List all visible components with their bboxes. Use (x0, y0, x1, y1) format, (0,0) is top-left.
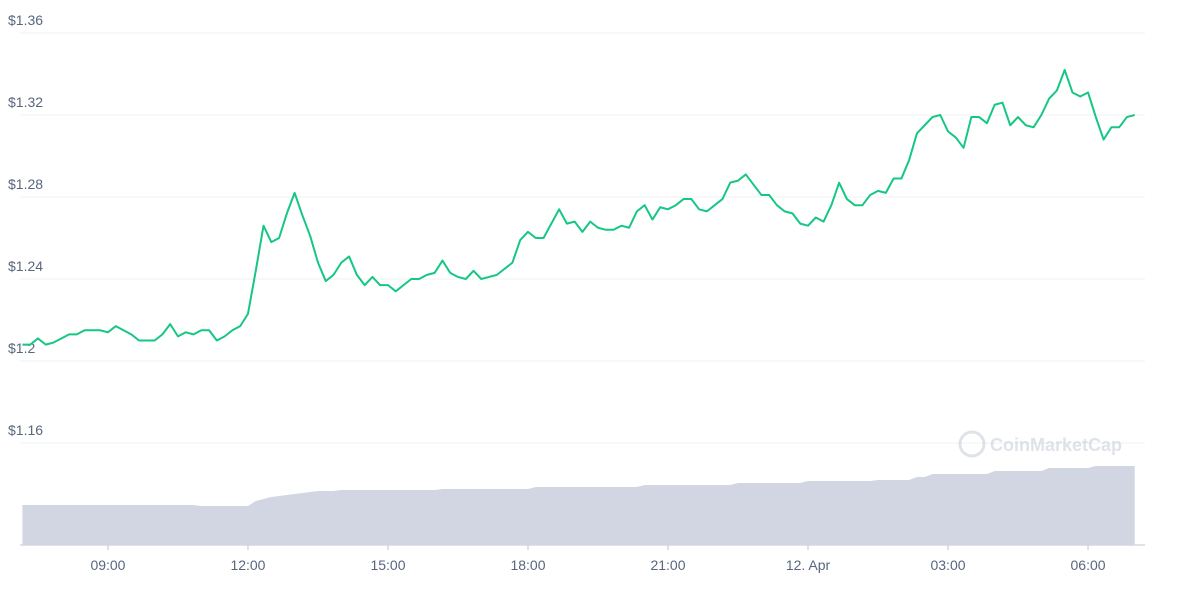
price-line (22, 68, 1135, 346)
x-tick-label: 12. Apr (786, 557, 831, 573)
y-tick-label: $1.28 (8, 176, 43, 192)
y-tick-label: $1.32 (8, 94, 43, 110)
x-tick-label: 12:00 (230, 557, 265, 573)
x-tick-label: 03:00 (930, 557, 965, 573)
x-tick-label: 09:00 (90, 557, 125, 573)
watermark: CoinMarketCap (958, 430, 1122, 458)
y-tick-label: $1.24 (8, 258, 43, 274)
x-tick-label: 15:00 (370, 557, 405, 573)
y-tick-label: $1.2 (8, 340, 35, 356)
y-tick-label: $1.36 (8, 12, 43, 28)
volume-area (22, 466, 1135, 545)
x-tick-label: 06:00 (1071, 557, 1106, 573)
x-tick-label: 18:00 (510, 557, 545, 573)
x-tick-label: 21:00 (650, 557, 685, 573)
watermark-text: CoinMarketCap (990, 435, 1122, 455)
watermark-logo (958, 430, 986, 458)
y-tick-label: $1.16 (8, 422, 43, 438)
